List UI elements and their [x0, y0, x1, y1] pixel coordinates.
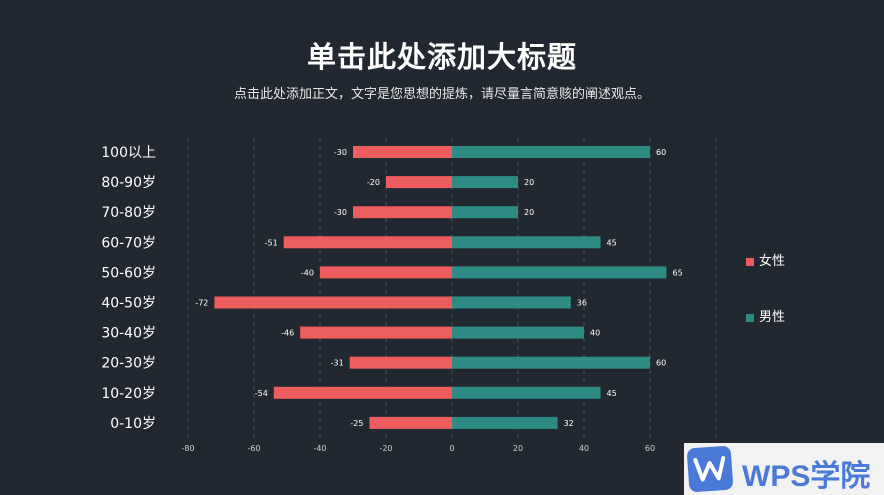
data-label: -46	[281, 329, 294, 338]
data-label: 45	[607, 238, 617, 247]
bar-female[interactable]	[283, 236, 452, 249]
bar-male[interactable]	[452, 176, 518, 189]
data-label: -54	[255, 389, 268, 398]
x-tick-label: -20	[379, 444, 392, 453]
legend-label-male: 男性	[759, 310, 786, 325]
data-label: -31	[331, 359, 344, 368]
category-label: 20-30岁	[101, 356, 156, 372]
bar-male[interactable]	[452, 146, 650, 158]
category-label: 100以上	[101, 145, 156, 161]
data-label: -30	[334, 208, 347, 217]
bar-female[interactable]	[273, 386, 452, 399]
bar-male[interactable]	[452, 206, 518, 219]
bar-male[interactable]	[452, 236, 601, 249]
bar-female[interactable]	[353, 146, 452, 158]
wps-logo-icon	[686, 445, 734, 493]
data-label: 32	[564, 419, 574, 428]
data-label: 20	[524, 208, 534, 217]
bar-male[interactable]	[452, 416, 558, 429]
bar-male[interactable]	[452, 296, 571, 309]
category-label: 70-80岁	[101, 205, 156, 221]
bar-female[interactable]	[369, 416, 453, 429]
category-label: 40-50岁	[101, 296, 156, 312]
data-label: -51	[265, 238, 278, 247]
bar-female[interactable]	[214, 296, 452, 309]
bar-female[interactable]	[320, 266, 452, 279]
x-tick-label: 40	[579, 444, 589, 453]
data-label: 40	[590, 329, 600, 338]
x-tick-label: -80	[181, 444, 194, 453]
data-label: -20	[367, 178, 380, 187]
data-labels: -30 60 -20 20 -30 20 -51 45 -40 65 -72 36 -46 40 -31 60…	[195, 148, 682, 428]
wps-watermark: WPS学院	[684, 443, 884, 495]
x-tick-label: 20	[513, 444, 523, 453]
category-label: 60-70岁	[101, 235, 156, 251]
x-tick-label: -40	[313, 444, 326, 453]
legend-item-female[interactable]: 女性	[746, 250, 785, 269]
category-label: 80-90岁	[101, 175, 156, 191]
bar-female[interactable]	[349, 356, 452, 369]
data-label: 36	[577, 299, 587, 308]
data-label: 65	[673, 268, 683, 277]
bar-male[interactable]	[452, 386, 601, 399]
data-label: 45	[607, 389, 617, 398]
x-tick-label: 60	[645, 444, 655, 453]
x-axis-ticks: -80-60-40-20020406080	[181, 444, 721, 453]
category-label: 50-60岁	[101, 265, 156, 281]
data-label: -40	[301, 268, 314, 277]
legend-swatch-female	[746, 257, 754, 266]
data-label: -25	[350, 419, 363, 428]
x-tick-label: 0	[449, 444, 454, 453]
chart-title: 单击此处添加大标题	[306, 40, 577, 74]
category-label: 30-40岁	[101, 326, 156, 342]
bar-female[interactable]	[300, 326, 452, 339]
chart-subtitle: 点击此处添加正文，文字是您思想的提炼，请尽量言简意赅的阐述观点。	[233, 87, 650, 102]
data-label: 60	[656, 359, 666, 368]
bar-male[interactable]	[452, 266, 667, 279]
category-label: 10-20岁	[101, 386, 156, 402]
bar-male[interactable]	[452, 326, 584, 339]
bars	[214, 146, 667, 429]
legend-label-female: 女性	[759, 254, 786, 269]
bar-female[interactable]	[353, 206, 452, 219]
x-tick-label: -60	[247, 444, 260, 453]
data-label: 60	[656, 148, 666, 157]
data-label: -30	[334, 148, 347, 157]
data-label: -72	[195, 299, 208, 308]
watermark-text: WPS学院	[742, 460, 871, 493]
bar-male[interactable]	[452, 356, 650, 369]
bar-female[interactable]	[386, 176, 452, 189]
data-label: 20	[524, 178, 534, 187]
category-label: 0-10岁	[110, 416, 156, 432]
legend-item-male[interactable]: 男性	[746, 306, 785, 325]
legend-swatch-male	[746, 313, 754, 322]
category-labels: 100以上 80-90岁 70-80岁 60-70岁 50-60岁 40-50岁 30-40…	[101, 145, 156, 432]
